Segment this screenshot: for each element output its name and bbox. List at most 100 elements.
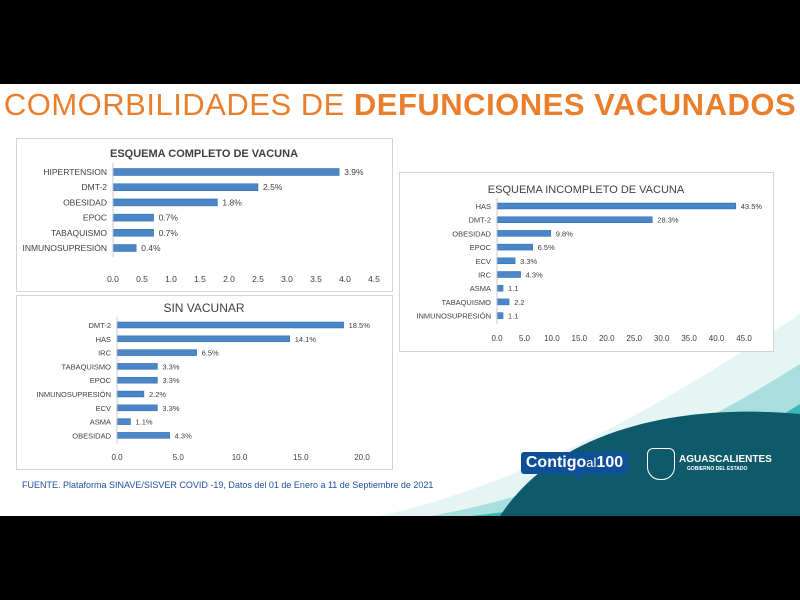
category-label: INMUNOSUPRESIÓN — [416, 312, 491, 321]
decorative-wave — [380, 314, 800, 516]
x-tick-label: 3.0 — [281, 274, 293, 284]
category-label: ECV — [476, 257, 491, 266]
value-label: 4.3% — [526, 271, 543, 280]
source-footnote: FUENTE. Plataforma SINAVE/SISVER COVID -… — [22, 480, 434, 490]
contigo-al-100-logo: Contigoal100 — [521, 452, 628, 480]
bar — [116, 432, 170, 439]
x-tick-label: 30.0 — [654, 334, 670, 343]
x-tick-label: 35.0 — [681, 334, 697, 343]
bar — [116, 349, 197, 356]
category-label: INMUNOSUPRESIÓN — [36, 390, 111, 399]
page-number: 7/11 — [702, 474, 751, 504]
bar — [496, 271, 521, 278]
value-label: 3.3% — [162, 362, 179, 371]
value-label: 0.7% — [159, 228, 179, 238]
value-label: 3.3% — [162, 404, 179, 413]
bar — [116, 321, 344, 329]
bar — [116, 376, 158, 384]
bar — [496, 202, 737, 210]
value-label: 2.2 — [514, 298, 524, 307]
category-label: EPOC — [90, 376, 112, 385]
value-label: 6.5% — [538, 243, 555, 252]
x-tick-label: 4.5 — [368, 274, 380, 284]
logo-contigo-part1: Contigo — [525, 454, 587, 471]
category-label: TABAQUISMO — [51, 228, 107, 238]
x-tick-label: 0.0 — [111, 453, 123, 462]
value-label: 1.1 — [508, 312, 518, 321]
category-label: HAS — [96, 335, 111, 344]
chart-sin-vacunar: SIN VACUNAR DMT-2 18.5% HAS 14.1% IRC 6.5% TABA… — [36, 301, 371, 462]
x-tick-label: 40.0 — [709, 334, 725, 343]
bar — [112, 244, 137, 252]
slide: COMORBILIDADES DE DEFUNCIONES VACUNADOS … — [0, 84, 800, 516]
x-tick-label: 1.5 — [194, 274, 206, 284]
logo-gov-sub: GOBIERNO DEL ESTADO — [687, 466, 748, 472]
category-label: HAS — [476, 202, 491, 211]
bar — [112, 229, 154, 237]
x-tick-label: 20.0 — [354, 453, 370, 462]
bar — [116, 404, 158, 412]
x-tick-label: 4.0 — [339, 274, 351, 284]
bar — [496, 284, 504, 292]
aguascalientes-logo: AGUASCALIENTES GOBIERNO DEL ESTADO — [647, 446, 772, 486]
category-label: INMUNOSUPRESIÓN — [22, 243, 107, 253]
category-label: DMT-2 — [89, 321, 112, 330]
category-label: HIPERTENSION — [43, 167, 107, 177]
x-tick-label: 15.0 — [293, 453, 309, 462]
x-tick-label: 25.0 — [626, 334, 642, 343]
value-label: 9.8% — [556, 229, 573, 238]
title-part2: DEFUNCIONES VACUNADOS — [353, 87, 797, 122]
chart-panel-complete: ESQUEMA COMPLETO DE VACUNA HIPERTENSION 3.… — [16, 138, 393, 292]
chart-title: ESQUEMA INCOMPLETO DE VACUNA — [488, 184, 685, 196]
x-tick-label: 2.5 — [252, 274, 264, 284]
x-tick-label: 2.0 — [223, 274, 235, 284]
logo-contigo-part2: al — [586, 455, 597, 470]
value-label: 0.4% — [141, 243, 161, 253]
value-label: 14.1% — [295, 335, 317, 344]
category-label: IRC — [98, 349, 112, 358]
category-label: OBESIDAD — [72, 431, 111, 440]
chart-esquema-incompleto: ESQUEMA INCOMPLETO DE VACUNA HAS 43.5% DMT-… — [416, 184, 762, 343]
chart-title: ESQUEMA COMPLETO DE VACUNA — [110, 148, 298, 160]
x-tick-label: 0.0 — [107, 274, 119, 284]
bar — [496, 216, 653, 223]
chart-panel-unvaccinated: SIN VACUNAR DMT-2 18.5% HAS 14.1% IRC 6.5% TABA… — [16, 295, 393, 470]
x-tick-label: 5.0 — [173, 453, 185, 462]
value-label: 3.9% — [344, 167, 364, 177]
value-label: 1.8% — [222, 197, 242, 207]
category-label: DMT-2 — [82, 182, 108, 192]
x-tick-label: 3.5 — [310, 274, 322, 284]
bar — [116, 363, 158, 370]
value-label: 18.5% — [349, 321, 371, 330]
category-label: ECV — [96, 404, 111, 413]
bar — [116, 390, 145, 398]
title-part1: COMORBILIDADES DE — [3, 87, 354, 122]
bar — [496, 230, 552, 237]
x-tick-label: 10.0 — [544, 334, 560, 343]
category-label: EPOC — [470, 243, 492, 252]
value-label: 3.3% — [162, 376, 179, 385]
x-tick-label: 0.0 — [491, 334, 503, 343]
bar — [116, 418, 131, 425]
value-label: 1.1% — [135, 418, 152, 427]
bar — [496, 298, 510, 306]
state-seal-icon — [647, 448, 675, 480]
bar — [112, 213, 154, 222]
value-label: 1.1 — [508, 284, 518, 293]
value-label: 6.5% — [202, 349, 219, 358]
bar — [116, 335, 290, 343]
x-tick-label: 1.0 — [165, 274, 177, 284]
x-tick-label: 45.0 — [736, 334, 752, 343]
bar — [496, 257, 516, 265]
chart-panel-incomplete: ESQUEMA INCOMPLETO DE VACUNA HAS 43.5% DMT-… — [399, 172, 774, 352]
logo-contigo-part3: 100 — [596, 454, 624, 471]
value-label: 2.5% — [263, 182, 283, 192]
value-label: 28.3% — [657, 216, 679, 225]
category-label: OBESIDAD — [63, 197, 107, 207]
value-label: 2.2% — [149, 390, 166, 399]
x-tick-label: 20.0 — [599, 334, 615, 343]
category-label: EPOC — [83, 213, 107, 223]
page-title: COMORBILIDADES DE DEFUNCIONES VACUNADOS — [0, 87, 800, 123]
x-tick-label: 15.0 — [572, 334, 588, 343]
